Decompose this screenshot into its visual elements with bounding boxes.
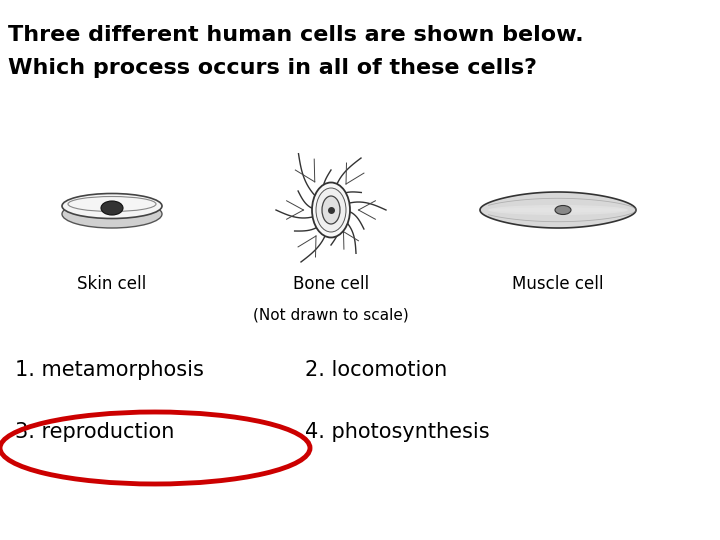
Text: 3. reproduction: 3. reproduction <box>15 422 174 442</box>
Text: 4. photosynthesis: 4. photosynthesis <box>305 422 490 442</box>
Ellipse shape <box>555 206 571 214</box>
Ellipse shape <box>312 183 350 238</box>
Ellipse shape <box>488 207 628 213</box>
Text: Bone cell: Bone cell <box>293 275 369 293</box>
Text: Which process occurs in all of these cells?: Which process occurs in all of these cel… <box>8 58 537 78</box>
Ellipse shape <box>322 196 340 224</box>
Text: 2. locomotion: 2. locomotion <box>305 360 447 380</box>
Text: (Not drawn to scale): (Not drawn to scale) <box>253 308 409 323</box>
Ellipse shape <box>101 201 123 215</box>
Text: 1. metamorphosis: 1. metamorphosis <box>15 360 204 380</box>
Text: Three different human cells are shown below.: Three different human cells are shown be… <box>8 25 584 45</box>
Ellipse shape <box>62 193 162 219</box>
Text: Muscle cell: Muscle cell <box>512 275 604 293</box>
Ellipse shape <box>316 188 346 232</box>
Polygon shape <box>480 192 636 228</box>
Ellipse shape <box>62 200 162 228</box>
Text: Skin cell: Skin cell <box>77 275 147 293</box>
Ellipse shape <box>488 205 628 215</box>
